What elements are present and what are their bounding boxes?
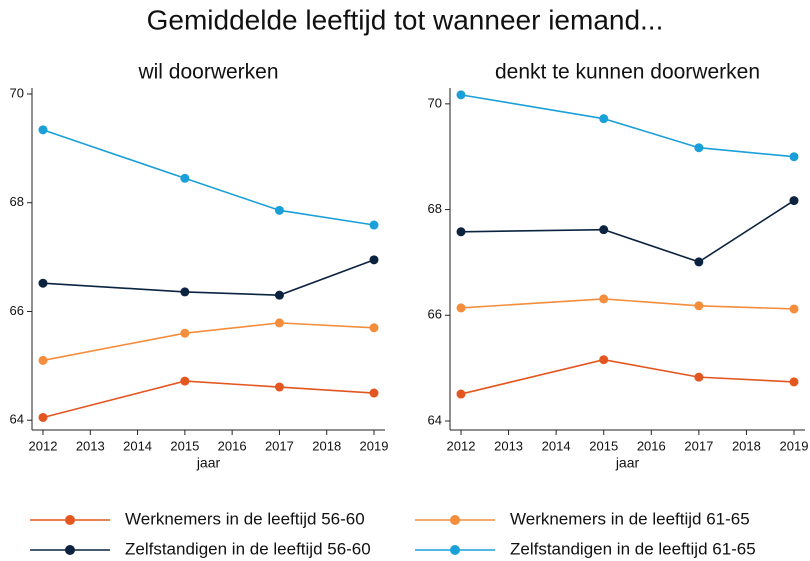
legend-label: Zelfstandigen in de leeftijd 56-60 [125, 539, 371, 558]
data-point [369, 220, 379, 230]
series-line [42, 259, 375, 296]
data-point [789, 196, 799, 206]
series-line [460, 199, 795, 263]
x-tick-label: 2015 [170, 438, 199, 453]
x-tick-label: 2014 [542, 438, 571, 453]
y-tick-label: 66 [10, 303, 24, 318]
legend-marker [65, 545, 75, 555]
legend-marker [450, 515, 460, 525]
data-point [694, 372, 704, 382]
x-tick-label: 2016 [218, 438, 247, 453]
x-tick-label: 2018 [312, 438, 341, 453]
data-point [694, 301, 704, 311]
data-point [789, 304, 799, 314]
x-tick-label: 2012 [29, 438, 58, 453]
x-tick-label: 2016 [637, 438, 666, 453]
series-line [42, 322, 375, 362]
x-tick-label: 2019 [780, 438, 809, 453]
data-point [180, 287, 190, 297]
data-point [274, 205, 284, 215]
data-point [456, 303, 466, 313]
y-tick-label: 68 [428, 201, 442, 216]
x-axis-label: jaar [196, 455, 221, 471]
y-tick-label: 64 [10, 412, 24, 427]
x-tick-label: 2017 [684, 438, 713, 453]
data-point [274, 318, 284, 328]
data-point [369, 323, 379, 333]
data-point [456, 389, 466, 399]
data-point [599, 114, 609, 124]
data-point [694, 257, 704, 267]
data-point [180, 328, 190, 338]
figure-title: Gemiddelde leeftijd tot wanneer iemand..… [147, 4, 664, 35]
data-point [369, 255, 379, 265]
x-tick-label: 2014 [123, 438, 152, 453]
y-tick-label: 70 [428, 95, 442, 110]
legend-marker [450, 545, 460, 555]
x-tick-label: 2017 [265, 438, 294, 453]
series-line [460, 358, 795, 395]
data-point [599, 355, 609, 365]
y-tick-label: 66 [428, 307, 442, 322]
x-tick-label: 2013 [494, 438, 523, 453]
data-point [456, 90, 466, 100]
data-point [274, 382, 284, 392]
data-point [38, 125, 48, 135]
series-line [460, 94, 795, 158]
legend-label: Zelfstandigen in de leeftijd 61-65 [510, 539, 756, 558]
series-line [42, 380, 375, 419]
x-tick-label: 2013 [76, 438, 105, 453]
data-point [599, 294, 609, 304]
data-point [274, 290, 284, 300]
panel-title: wil doorwerken [137, 61, 278, 84]
y-tick-label: 68 [10, 194, 24, 209]
data-point [456, 227, 466, 237]
y-tick-label: 70 [10, 85, 24, 100]
x-tick-label: 2019 [360, 438, 389, 453]
data-point [180, 376, 190, 386]
data-point [38, 278, 48, 288]
panel-title: denkt te kunnen doorwerken [495, 61, 760, 84]
x-tick-label: 2018 [732, 438, 761, 453]
data-point [694, 143, 704, 153]
legend-label: Werknemers in de leeftijd 61-65 [510, 509, 750, 528]
data-point [789, 152, 799, 162]
legend-label: Werknemers in de leeftijd 56-60 [125, 509, 365, 528]
data-point [38, 355, 48, 365]
data-point [599, 225, 609, 235]
x-tick-label: 2015 [589, 438, 618, 453]
series-line [460, 298, 795, 310]
x-axis-label: jaar [615, 455, 640, 471]
data-point [369, 388, 379, 398]
data-point [180, 173, 190, 183]
series-line [42, 129, 375, 226]
data-point [38, 412, 48, 422]
x-tick-label: 2012 [447, 438, 476, 453]
data-point [789, 377, 799, 387]
legend-marker [65, 515, 75, 525]
y-tick-label: 64 [428, 412, 442, 427]
